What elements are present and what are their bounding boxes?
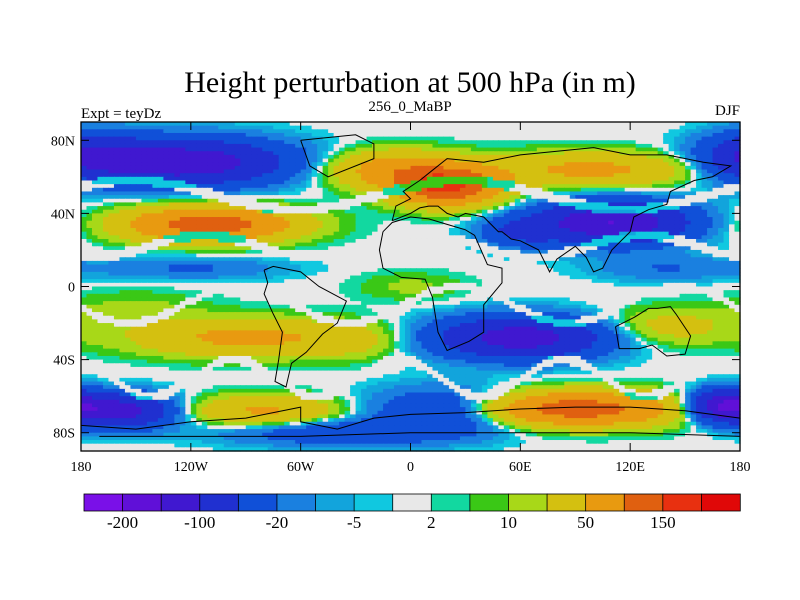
y-tick-label: 40N: [51, 207, 75, 222]
colorbar-box: [585, 493, 625, 512]
colorbar-label: -100: [184, 513, 215, 532]
season-label: DJF: [715, 103, 740, 119]
colorbar-box: [392, 493, 432, 512]
colorbar-box: [701, 493, 741, 512]
colorbar-box: [508, 493, 548, 512]
colorbar-label: -200: [107, 513, 138, 532]
experiment-label: Expt = teyDz: [81, 106, 161, 122]
y-axis: 80N 40N 0 40S 80S: [51, 134, 740, 442]
x-tick-label: 60E: [509, 460, 532, 475]
colorbar: -200 -100 -20 -5 2 10 50 150: [83, 493, 741, 532]
coastline-segment: [378, 216, 503, 352]
colorbar-label: 50: [577, 513, 594, 532]
colorbar-box: [276, 493, 317, 512]
colorbar-box: [237, 493, 278, 512]
colorbar-box: [160, 493, 201, 512]
period-label: 256_0_MaBP: [368, 99, 451, 115]
colorbar-label: -5: [347, 513, 361, 532]
x-tick-label: 60W: [287, 460, 315, 475]
coastline-segment: [300, 134, 375, 178]
colorbar-box: [430, 493, 471, 512]
coastline-segment: [263, 265, 348, 388]
chart-title: Height perturbation at 500 hPa (in m): [184, 66, 636, 99]
colorbar-box: [83, 493, 124, 512]
y-tick-label: 80N: [51, 134, 75, 149]
colorbar-box: [662, 493, 703, 512]
x-tick-label: 120W: [174, 460, 209, 475]
coastline-segment: [391, 147, 733, 273]
colorbar-box: [315, 493, 355, 512]
x-tick-label: 120E: [615, 460, 645, 475]
coastline-segment: [99, 432, 741, 437]
x-tick-label: 180: [730, 460, 751, 475]
colorbar-box: [122, 493, 162, 512]
colorbar-label: -20: [266, 513, 289, 532]
x-tick-label: 180: [71, 460, 92, 475]
coastline-segment: [80, 406, 741, 430]
colorbar-label: 2: [427, 513, 436, 532]
y-tick-label: 80S: [53, 427, 75, 442]
plot-area: [81, 122, 741, 452]
coastline-segment: [615, 306, 692, 357]
colorbar-box: [469, 493, 510, 512]
colorbar-box: [546, 493, 587, 512]
colorbar-label: 10: [500, 513, 517, 532]
colorbar-box: [353, 493, 394, 512]
colorbar-label: 150: [650, 513, 676, 532]
y-tick-label: 40S: [53, 354, 75, 369]
x-tick-label: 0: [407, 460, 414, 475]
colorbar-box: [199, 493, 240, 512]
coastline-outline: [80, 134, 741, 437]
y-tick-label: 0: [68, 281, 75, 296]
colorbar-box: [623, 493, 664, 512]
x-axis: 180 120W 60W 0 60E 120E 180: [71, 122, 751, 475]
